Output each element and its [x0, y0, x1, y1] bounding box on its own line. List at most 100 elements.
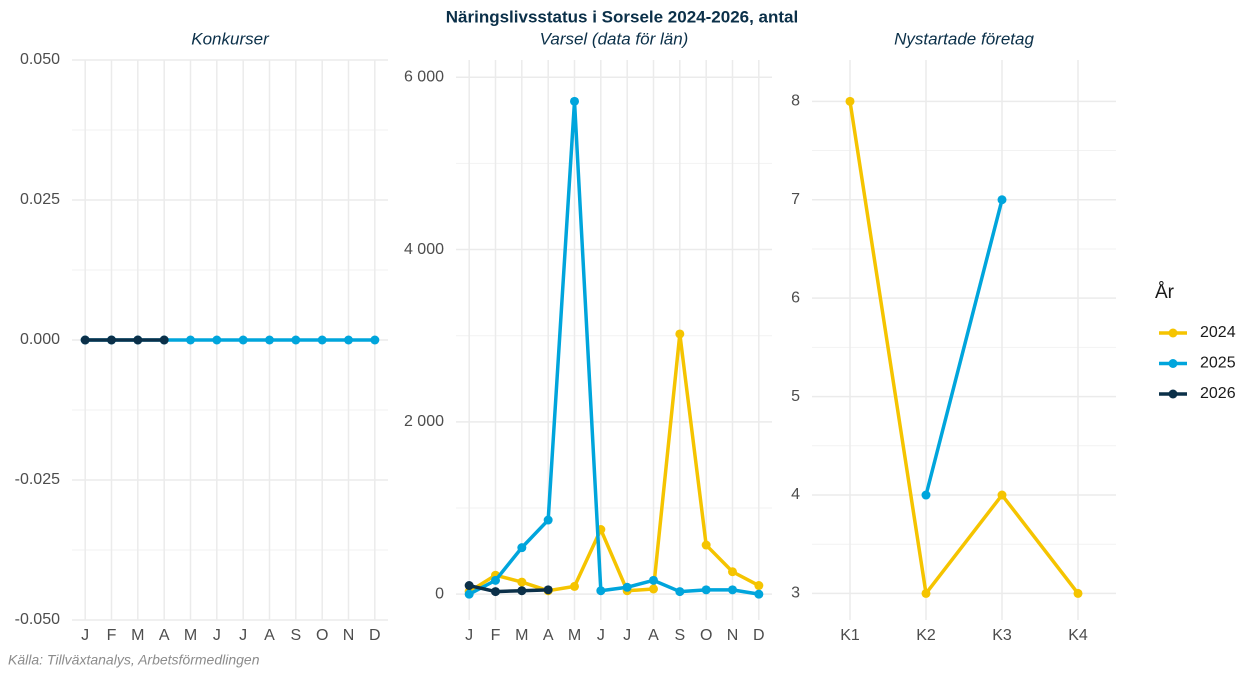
x-tick-label: D [369, 627, 381, 644]
x-tick-label: M [184, 627, 197, 644]
legend-dot [1168, 328, 1178, 338]
point [370, 335, 380, 345]
point [238, 335, 248, 345]
point [517, 586, 527, 596]
y-tick-label: 4 [791, 486, 800, 503]
x-tick-label: S [290, 627, 301, 644]
point [570, 96, 579, 106]
point [344, 335, 353, 345]
x-tick-label: J [623, 627, 631, 644]
point [570, 581, 579, 591]
x-tick-label: M [131, 627, 144, 644]
x-tick-label: J [81, 627, 89, 644]
point [464, 581, 474, 591]
x-tick-label: J [239, 627, 247, 644]
point [701, 585, 711, 595]
point [517, 577, 527, 587]
point [491, 575, 500, 585]
x-tick-label: N [343, 627, 355, 644]
y-tick-label: 0.000 [20, 331, 60, 348]
point [291, 335, 301, 345]
y-tick-label: 8 [791, 93, 800, 110]
y-tick-label: -0.025 [15, 471, 60, 488]
point [675, 587, 685, 597]
x-tick-label: O [700, 627, 712, 644]
point [997, 195, 1007, 205]
x-tick-label: A [543, 627, 554, 644]
point [596, 586, 606, 596]
x-tick-label: K1 [840, 627, 860, 644]
point [464, 589, 474, 599]
point [675, 329, 685, 339]
x-tick-label: M [568, 627, 581, 644]
legend-dot [1168, 389, 1178, 399]
point [728, 567, 737, 577]
point [265, 335, 274, 345]
point [622, 582, 632, 592]
point [649, 575, 658, 585]
series-line [924, 199, 1004, 496]
x-tick-label: S [674, 627, 685, 644]
x-tick-label: A [648, 627, 659, 644]
caption: Källa: Tillväxtanalys, Arbetsförmedlinge… [8, 652, 260, 668]
point [212, 335, 222, 345]
y-tick-label: -0.050 [15, 611, 60, 628]
x-tick-label: M [515, 627, 528, 644]
legend-label: 2025 [1200, 355, 1236, 372]
point [80, 335, 90, 345]
series-line [468, 332, 760, 594]
y-tick-label: 0.050 [20, 51, 60, 68]
point [997, 490, 1007, 500]
x-tick-label: J [597, 627, 605, 644]
point [728, 585, 737, 595]
point [1073, 588, 1083, 598]
point [701, 540, 711, 550]
point [649, 584, 658, 594]
x-tick-label: K2 [916, 627, 936, 644]
series-line [468, 99, 760, 596]
x-tick-label: F [491, 627, 501, 644]
y-tick-label: 0 [435, 585, 444, 602]
x-tick-label: N [727, 627, 739, 644]
x-tick-label: J [465, 627, 473, 644]
point [107, 335, 116, 345]
series-line [468, 583, 549, 594]
y-tick-label: 6 [791, 289, 800, 306]
legend-title: År [1155, 282, 1175, 303]
x-tick-label: J [213, 627, 221, 644]
figure-title: Näringslivsstatus i Sorsele 2024-2026, a… [446, 7, 798, 26]
y-tick-label: 0.025 [20, 191, 60, 208]
point [491, 587, 500, 597]
point [317, 335, 327, 345]
point [921, 588, 931, 598]
point [921, 490, 931, 500]
panel-title: Konkurser [191, 29, 270, 48]
x-tick-label: F [107, 627, 117, 644]
x-tick-label: A [159, 627, 170, 644]
point [543, 515, 553, 525]
point [754, 581, 764, 591]
panel-title: Nystartade företag [894, 29, 1034, 48]
panel-title: Varsel (data för län) [540, 29, 689, 48]
point [517, 543, 527, 553]
legend-label: 2026 [1200, 385, 1236, 402]
point [754, 589, 764, 599]
x-tick-label: K3 [992, 627, 1012, 644]
point [543, 585, 553, 595]
y-tick-label: 4 000 [404, 241, 444, 258]
point [186, 335, 195, 345]
legend-label: 2024 [1200, 324, 1236, 341]
series-line [848, 101, 1080, 596]
x-tick-label: D [753, 627, 765, 644]
y-tick-label: 6 000 [404, 68, 444, 85]
x-tick-label: A [264, 627, 275, 644]
point [159, 335, 169, 345]
y-tick-label: 7 [791, 191, 800, 208]
y-tick-label: 3 [791, 585, 800, 602]
legend-dot [1168, 359, 1178, 368]
y-tick-label: 2 000 [404, 413, 444, 430]
point [845, 96, 855, 106]
y-tick-label: 5 [791, 388, 800, 405]
x-tick-label: O [316, 627, 328, 644]
